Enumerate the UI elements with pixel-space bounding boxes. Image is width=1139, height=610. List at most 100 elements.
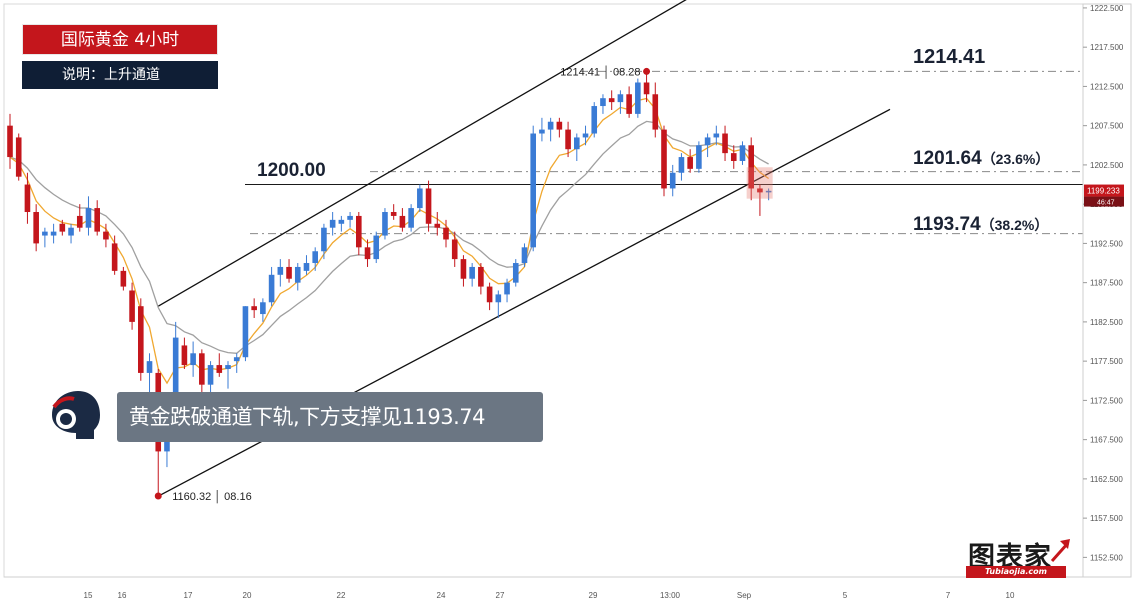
ma-fast-line (9, 97, 769, 385)
candle-body (460, 259, 467, 279)
candle-body (495, 294, 502, 303)
x-tick-label: 20 (243, 591, 252, 600)
price-axis-panel (1082, 3, 1132, 578)
candle-body (704, 137, 711, 146)
candle-body (626, 94, 632, 114)
axes: 1222.500 1217.500 1212.500 1207.500 1202.500… (4, 3, 1132, 600)
candle-body (574, 137, 580, 150)
candle-body (521, 247, 528, 264)
candle-body (390, 212, 397, 216)
candle-body (661, 129, 667, 189)
candle-body (59, 223, 66, 232)
candle-body (417, 188, 423, 209)
candle-body (512, 263, 519, 283)
candle-body (687, 157, 693, 169)
candle-body (7, 125, 13, 158)
candle-body (251, 306, 257, 311)
candle-body (556, 121, 563, 130)
channel-upper-line (157, 0, 687, 307)
candle-body (268, 274, 275, 303)
candle-body (42, 231, 48, 236)
x-tick-label: 7 (946, 591, 951, 600)
candle-body (504, 282, 510, 295)
candle-body (478, 266, 484, 287)
candle-body (643, 82, 650, 95)
candle-body (425, 188, 432, 224)
y-tick-label: 1217.500 (1090, 43, 1124, 52)
brand-arrow-icon (1050, 539, 1070, 562)
candle-body (172, 337, 179, 413)
candle-body (600, 98, 606, 107)
candle-body (225, 365, 231, 369)
x-tick-label: 5 (843, 591, 848, 600)
candle-body (669, 172, 676, 189)
chart-note-badge: 说明：上升通道 (22, 61, 218, 89)
candle-body (199, 353, 205, 385)
level-label-high: 1214.41 (913, 46, 986, 68)
x-tick-label: 27 (496, 591, 505, 600)
candle-body (364, 247, 371, 260)
candle-body (443, 227, 449, 240)
candle-body (696, 145, 702, 169)
candle-body (129, 290, 135, 322)
ma-slow-line (9, 120, 769, 354)
brand-logo: 图表家 Tubiaojia.com (966, 535, 1072, 579)
y-tick-label: 1157.500 (1090, 514, 1123, 523)
candle-body (617, 94, 624, 103)
candle-body (294, 266, 301, 283)
candle-body (24, 184, 31, 213)
candle-body (303, 263, 310, 271)
candle-body (242, 306, 249, 358)
x-tick-label: 13:00 (660, 591, 681, 600)
brand-logo-sub: Tubiaojia.com (966, 566, 1066, 578)
candle-body (582, 133, 589, 138)
candle-body (286, 266, 292, 279)
y-tick-label: 1167.500 (1090, 436, 1123, 445)
level-label-fib382: 1193.74（38.2%） (913, 214, 1048, 236)
current-bar-highlight (746, 167, 773, 199)
candle-body (233, 357, 240, 362)
candle-body (321, 227, 327, 252)
fib382-pct: （38.2%） (980, 217, 1049, 233)
x-tick-label: 24 (437, 591, 446, 600)
countdown-label: 46:47 (1097, 200, 1115, 207)
candle-body (190, 353, 196, 366)
candle-body (469, 266, 475, 279)
candle-body (635, 82, 641, 114)
chart-title-badge: 国际黄金 4小时 (22, 24, 218, 55)
level-label-fib236: 1201.64（23.6%） (913, 148, 1049, 170)
candle-body (399, 215, 406, 228)
candle-body (33, 212, 39, 244)
y-tick-label: 1192.500 (1090, 239, 1123, 248)
current-price-label: 1199.233 (1087, 187, 1120, 196)
x-tick-label: 17 (184, 591, 193, 600)
candle-body (277, 266, 284, 275)
candle-body (730, 153, 737, 161)
level-label-1200: 1200.00 (257, 160, 326, 181)
plot-frame (3, 3, 1084, 578)
candle-body (757, 188, 763, 193)
high-label: 1214.41 │ 08.28 (560, 64, 640, 79)
candle-body (539, 129, 545, 134)
high-marker (643, 67, 651, 75)
candle-body (373, 235, 380, 260)
moving-averages (9, 97, 769, 385)
candle-body (94, 208, 100, 232)
candle-body (15, 137, 22, 177)
candle-body (207, 365, 214, 385)
y-tick-label: 1162.500 (1090, 475, 1123, 484)
y-tick-label: 1172.500 (1090, 396, 1123, 405)
candle-body (678, 157, 685, 173)
countdown-tag (1084, 196, 1124, 207)
y-tick-label: 1222.500 (1090, 4, 1124, 13)
y-tick-label: 1207.500 (1090, 122, 1124, 131)
candle-body (765, 190, 772, 193)
candle-body (486, 286, 493, 303)
candle-body (138, 306, 144, 373)
x-tick-label: Sep (737, 591, 752, 600)
candle-body (146, 361, 153, 373)
candle-body (652, 94, 659, 130)
y-tick-label: 1187.500 (1090, 279, 1123, 288)
candle-body (434, 223, 441, 228)
